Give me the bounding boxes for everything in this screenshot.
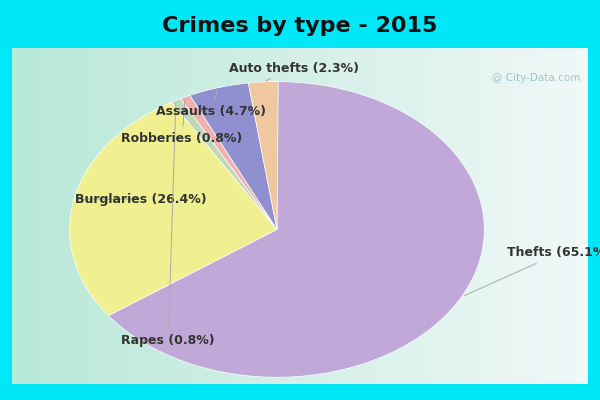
Polygon shape	[190, 83, 277, 230]
Polygon shape	[109, 82, 484, 377]
Text: Assaults (4.7%): Assaults (4.7%)	[156, 90, 266, 118]
Polygon shape	[172, 98, 277, 230]
Polygon shape	[248, 82, 278, 230]
Polygon shape	[70, 102, 277, 316]
Text: Crimes by type - 2015: Crimes by type - 2015	[163, 16, 437, 36]
Text: Auto thefts (2.3%): Auto thefts (2.3%)	[229, 62, 359, 81]
Text: Thefts (65.1%): Thefts (65.1%)	[464, 246, 600, 296]
Text: Robberies (0.8%): Robberies (0.8%)	[121, 100, 242, 145]
Polygon shape	[181, 95, 277, 230]
Text: Rapes (0.8%): Rapes (0.8%)	[121, 103, 215, 347]
Text: @ City-Data.com: @ City-Data.com	[492, 73, 580, 83]
Text: Burglaries (26.4%): Burglaries (26.4%)	[76, 193, 207, 206]
